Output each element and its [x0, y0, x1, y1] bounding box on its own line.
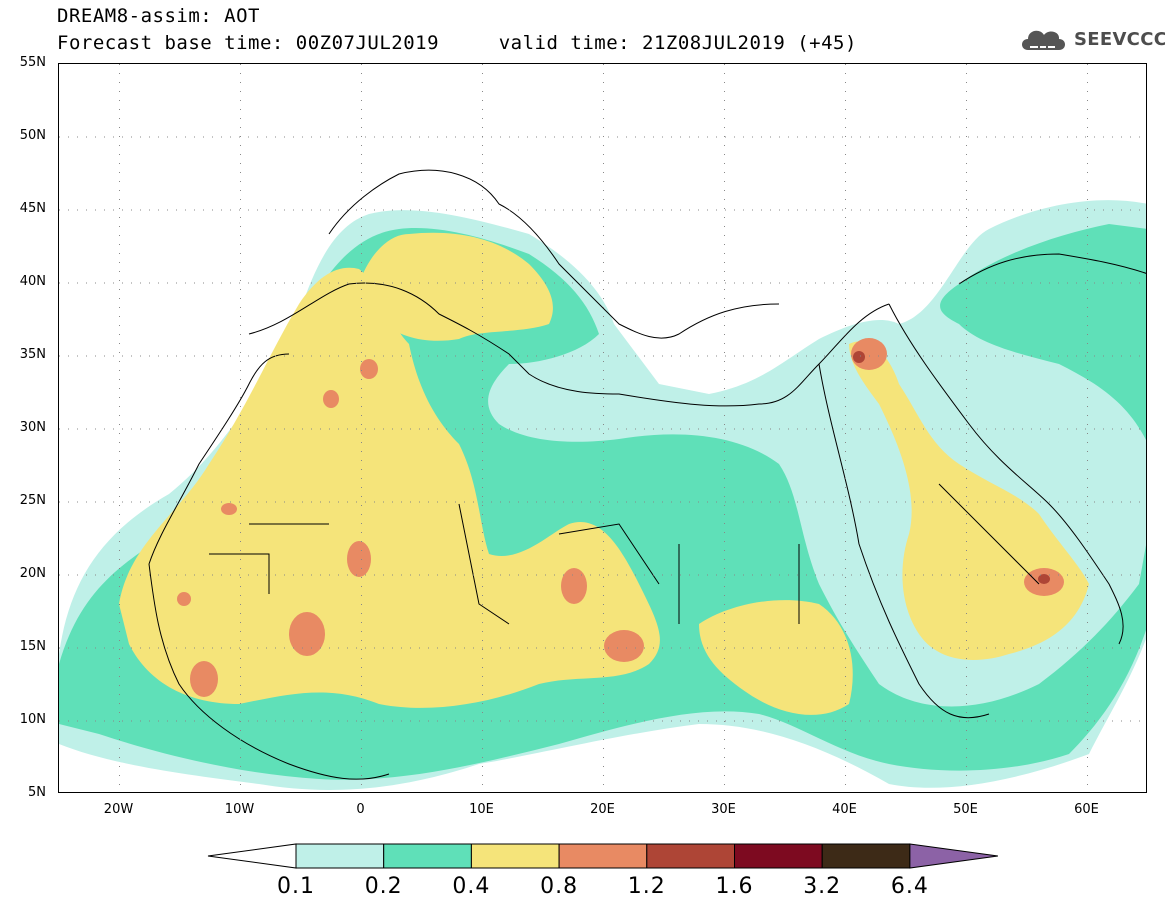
- colorbar-level-label: 1.2: [627, 874, 666, 899]
- colorbar-segment: [383, 843, 472, 869]
- cloud-logo-icon: [1022, 30, 1065, 50]
- aot-patch: [323, 390, 339, 408]
- lat-tick-label: 35N: [19, 347, 46, 362]
- lat-tick-label: 50N: [19, 128, 46, 143]
- lon-tick-label: 20W: [103, 802, 134, 817]
- aot-patch: [289, 612, 325, 656]
- lat-tick-label: 40N: [19, 274, 46, 289]
- lon-tick-label: 10E: [469, 802, 494, 817]
- colorbar-level-label: 0.1: [277, 874, 315, 899]
- lon-tick-label: 60E: [1074, 802, 1099, 817]
- aot-region-0-4-sahara: [119, 267, 660, 708]
- lat-tick-label: 55N: [19, 55, 46, 70]
- lon-tick-label: 30E: [711, 802, 736, 817]
- aot-patch: [360, 359, 378, 379]
- colorbar-level-label: 6.4: [890, 874, 929, 899]
- coastlines: [148, 169, 1146, 780]
- colorbar-under-arrow: [207, 843, 297, 869]
- forecast-time-line: Forecast base time: 00Z07JUL2019 valid t…: [57, 32, 857, 54]
- aot-patch: [604, 630, 644, 662]
- lon-tick-label: 50E: [953, 802, 978, 817]
- colorbar-segment: [821, 843, 911, 869]
- colorbar-segment: [558, 843, 648, 869]
- lat-tick-label: 25N: [19, 493, 46, 508]
- aot-patch: [853, 351, 865, 363]
- colorbar-level-label: 3.2: [803, 874, 842, 899]
- aot-contours: [59, 200, 1146, 790]
- lon-tick-label: 20E: [590, 802, 615, 817]
- lon-tick-label: 40E: [832, 802, 857, 817]
- aot-region-0-4-north: [359, 232, 553, 341]
- colorbar-level-label: 0.2: [364, 874, 403, 899]
- aot-patch: [1038, 574, 1050, 584]
- aot-patch: [561, 568, 587, 604]
- aot-region-0-4-east-africa: [699, 600, 853, 715]
- brand-logo: SEEVCCC: [1018, 24, 1165, 54]
- colorbar-level-label: 0.8: [540, 874, 579, 899]
- colorbar-segment: [734, 843, 823, 869]
- colorbar-level-label: 0.4: [452, 874, 491, 899]
- map-area: [58, 63, 1147, 793]
- aot-patch: [221, 503, 237, 515]
- lon-tick-label: 0: [356, 802, 365, 817]
- lat-tick-label: 45N: [19, 201, 46, 216]
- lon-tick-label: 10W: [224, 802, 255, 817]
- lat-tick-label: 20N: [19, 566, 46, 581]
- aot-patch: [190, 661, 218, 697]
- aot-map: [59, 64, 1146, 792]
- colorbar-segment: [646, 843, 735, 869]
- colorbar-segment: [295, 843, 385, 869]
- colorbar-level-label: 1.6: [715, 874, 754, 899]
- colorbar-over-arrow: [909, 843, 998, 869]
- lat-tick-label: 15N: [19, 639, 46, 654]
- brand-name: SEEVCCC: [1074, 28, 1165, 50]
- map-title: DREAM8-assim: AOT: [57, 5, 260, 27]
- aot-patch: [177, 592, 191, 606]
- lat-tick-label: 10N: [19, 712, 46, 727]
- aot-region-1-2: [853, 351, 1050, 584]
- aot-patch: [347, 541, 371, 577]
- colorbar-segment: [470, 843, 560, 869]
- lat-tick-label: 5N: [28, 785, 46, 800]
- lat-tick-label: 30N: [19, 420, 46, 435]
